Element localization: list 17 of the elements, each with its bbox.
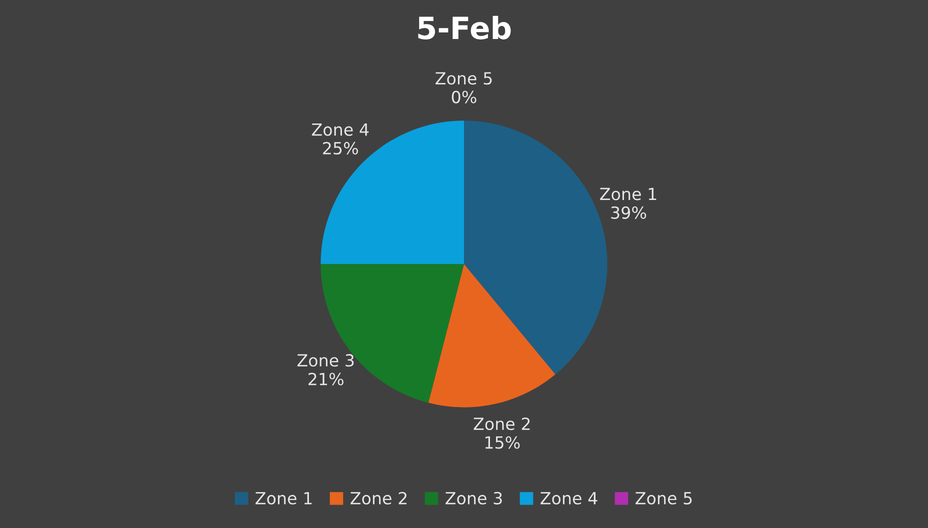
legend-label: Zone 5 <box>636 492 692 504</box>
slice-label: Zone 2 <box>474 418 530 430</box>
pie-slice <box>428 264 556 408</box>
legend-label: Zone 4 <box>540 492 598 504</box>
legend-label: Zone 3 <box>446 492 502 504</box>
data-label: 15% <box>485 436 520 449</box>
category-label: Zone 5 <box>436 72 492 85</box>
legend-label: Zone 1 <box>256 492 312 504</box>
slice-label: Zone 1 <box>600 188 656 200</box>
data-label: 25% <box>323 142 358 155</box>
chart-title: 5-Feb <box>418 16 511 40</box>
text: 0% <box>452 90 476 104</box>
slice-label: Zone 4 <box>312 123 369 136</box>
slice-label: Zone 3 <box>297 354 354 367</box>
legend-label: Zone 2 <box>350 492 406 504</box>
data-label: 21% <box>308 372 344 386</box>
data-label: 39% <box>611 206 646 219</box>
